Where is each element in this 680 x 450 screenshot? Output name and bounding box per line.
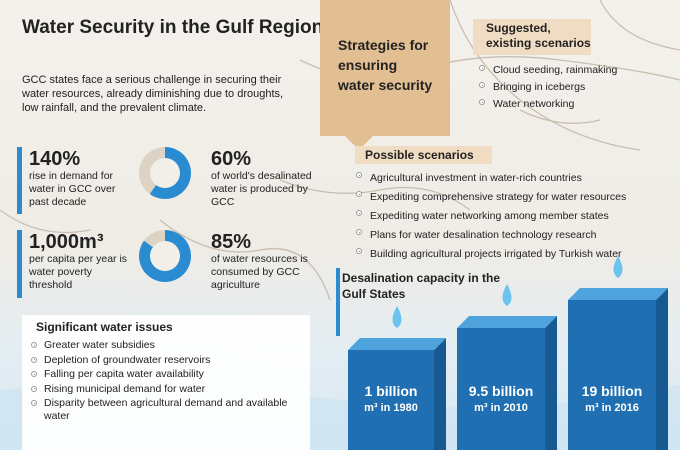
list-item: Expediting water networking among member…: [355, 207, 626, 226]
strategies-box: Strategies for ensuring water security: [320, 0, 450, 136]
list-item: Falling per capita water availability: [30, 368, 300, 381]
bullet-icon: [479, 65, 485, 71]
cube-unit: m³ in 2010: [474, 402, 528, 414]
list-item-text: Plans for water desalination technology …: [370, 229, 597, 241]
bullet-icon: [479, 99, 485, 105]
cube-unit: m³ in 1980: [364, 402, 418, 414]
stat-demand-rise: 140% rise in demand for water in GCC ove…: [29, 148, 134, 209]
cube-label: 19 billion m³ in 2016: [568, 383, 656, 414]
stat-desalinated: 60% of world's desalinated water is prod…: [211, 148, 321, 209]
stat-agriculture: 85% of water resources is consumed by GC…: [211, 231, 326, 292]
bullet-icon: [356, 229, 362, 235]
issues-heading: Significant water issues: [36, 320, 173, 334]
strategies-heading: Strategies for ensuring water security: [338, 37, 433, 93]
cube-front: [348, 350, 434, 450]
bullet-icon: [31, 356, 37, 363]
list-item: Rising municipal demand for water: [30, 383, 300, 396]
cube-amount: 9.5 billion: [468, 383, 534, 399]
stat-value: 1,000m³: [29, 231, 104, 253]
stat-text: rise in demand for water in GCC over pas…: [29, 170, 116, 208]
list-item-text: Agricultural investment in water-rich co…: [370, 172, 582, 184]
bullet-icon: [356, 191, 362, 197]
intro-paragraph: GCC states face a serious challenge in s…: [22, 74, 284, 114]
suggested-tag: [473, 19, 591, 55]
list-item-text: Depletion of groundwater reservoirs: [44, 353, 211, 366]
cube-label: 9.5 billion m³ in 2010: [457, 383, 545, 414]
desalination-accent-bar: [336, 268, 340, 336]
bullet-icon: [479, 82, 485, 88]
suggested-heading: Suggested, existing scenarios: [486, 21, 591, 50]
desalination-cube: [348, 306, 446, 450]
stat-accent-bar: [17, 147, 22, 214]
bullet-icon: [31, 342, 37, 348]
stat-text: of water resources is consumed by GCC ag…: [211, 253, 308, 291]
stat-text: per capita per year is water poverty thr…: [29, 253, 128, 291]
water-issues-panel: Significant water issues Greater water s…: [22, 315, 310, 450]
cube-amount: 19 billion: [581, 383, 643, 399]
bullet-icon: [356, 210, 362, 216]
cube-top: [348, 338, 446, 350]
list-item: Depletion of groundwater reservoirs: [30, 354, 300, 367]
list-item-text: Bringing in icebergs: [493, 81, 586, 93]
water-drop-icon: [392, 306, 402, 328]
donut-chart-agriculture: [139, 230, 191, 282]
stat-value: 60%: [211, 148, 252, 170]
suggested-list: Cloud seeding, rainmaking Bringing in ice…: [478, 62, 617, 113]
list-item-text: Rising municipal demand for water: [44, 382, 206, 395]
page-title: Water Security in the Gulf Region: [22, 17, 324, 38]
list-item: Cloud seeding, rainmaking: [478, 62, 617, 79]
list-item-text: Falling per capita water availability: [44, 368, 204, 380]
bullet-icon: [356, 172, 362, 178]
stat-accent-bar: [17, 230, 22, 298]
cube-label: 1 billion m³ in 1980: [348, 383, 434, 414]
cube-top: [457, 316, 557, 328]
list-item: Agricultural investment in water-rich co…: [355, 169, 626, 188]
list-item-text: Cloud seeding, rainmaking: [493, 64, 618, 76]
desalination-cube: [568, 256, 668, 450]
list-item-text: Expediting water networking among member…: [370, 210, 609, 222]
list-item: Disparity between agricultural demand an…: [30, 397, 300, 423]
issues-list: Greater water subsidies Depletion of grou…: [30, 339, 300, 425]
possible-list: Agricultural investment in water-rich co…: [355, 169, 626, 264]
cube-side: [545, 316, 557, 450]
cube-front: [457, 328, 545, 450]
list-item: Plans for water desalination technology …: [355, 226, 626, 245]
stat-poverty-threshold: 1,000m³ per capita per year is water pov…: [29, 231, 134, 292]
stat-value: 140%: [29, 148, 81, 170]
bullet-icon: [31, 385, 37, 392]
cube-side: [434, 338, 446, 450]
list-item-text: Disparity between agricultural demand an…: [44, 397, 288, 422]
list-item: Building agricultural projects irrigated…: [355, 245, 626, 264]
cube-amount: 1 billion: [364, 383, 418, 399]
list-item-text: Water networking: [493, 98, 575, 110]
cube-top: [568, 288, 668, 300]
cube-side: [656, 288, 668, 450]
list-item: Expediting comprehensive strategy for wa…: [355, 188, 626, 207]
desalination-cube: [457, 284, 557, 450]
bullet-icon: [31, 371, 37, 377]
list-item: Water networking: [478, 96, 617, 113]
list-item-text: Expediting comprehensive strategy for wa…: [370, 191, 627, 203]
stat-text: of world's desalinated water is produced…: [211, 170, 312, 208]
donut-chart-desalinated: [139, 147, 191, 199]
possible-heading: Possible scenarios: [365, 148, 474, 162]
bullet-icon: [356, 248, 362, 254]
list-item: Greater water subsidies: [30, 339, 300, 352]
cube-front: [568, 300, 656, 450]
water-drop-icon: [613, 256, 623, 278]
bullet-icon: [31, 400, 37, 406]
list-item: Bringing in icebergs: [478, 79, 617, 96]
cube-unit: m³ in 2016: [585, 402, 639, 414]
desalination-heading: Desalination capacity in the Gulf States: [342, 271, 501, 301]
list-item-text: Greater water subsidies: [44, 339, 155, 351]
list-item-text: Building agricultural projects irrigated…: [370, 248, 622, 260]
stat-value: 85%: [211, 231, 252, 253]
water-drop-icon: [502, 284, 512, 306]
possible-tag: [355, 146, 492, 164]
